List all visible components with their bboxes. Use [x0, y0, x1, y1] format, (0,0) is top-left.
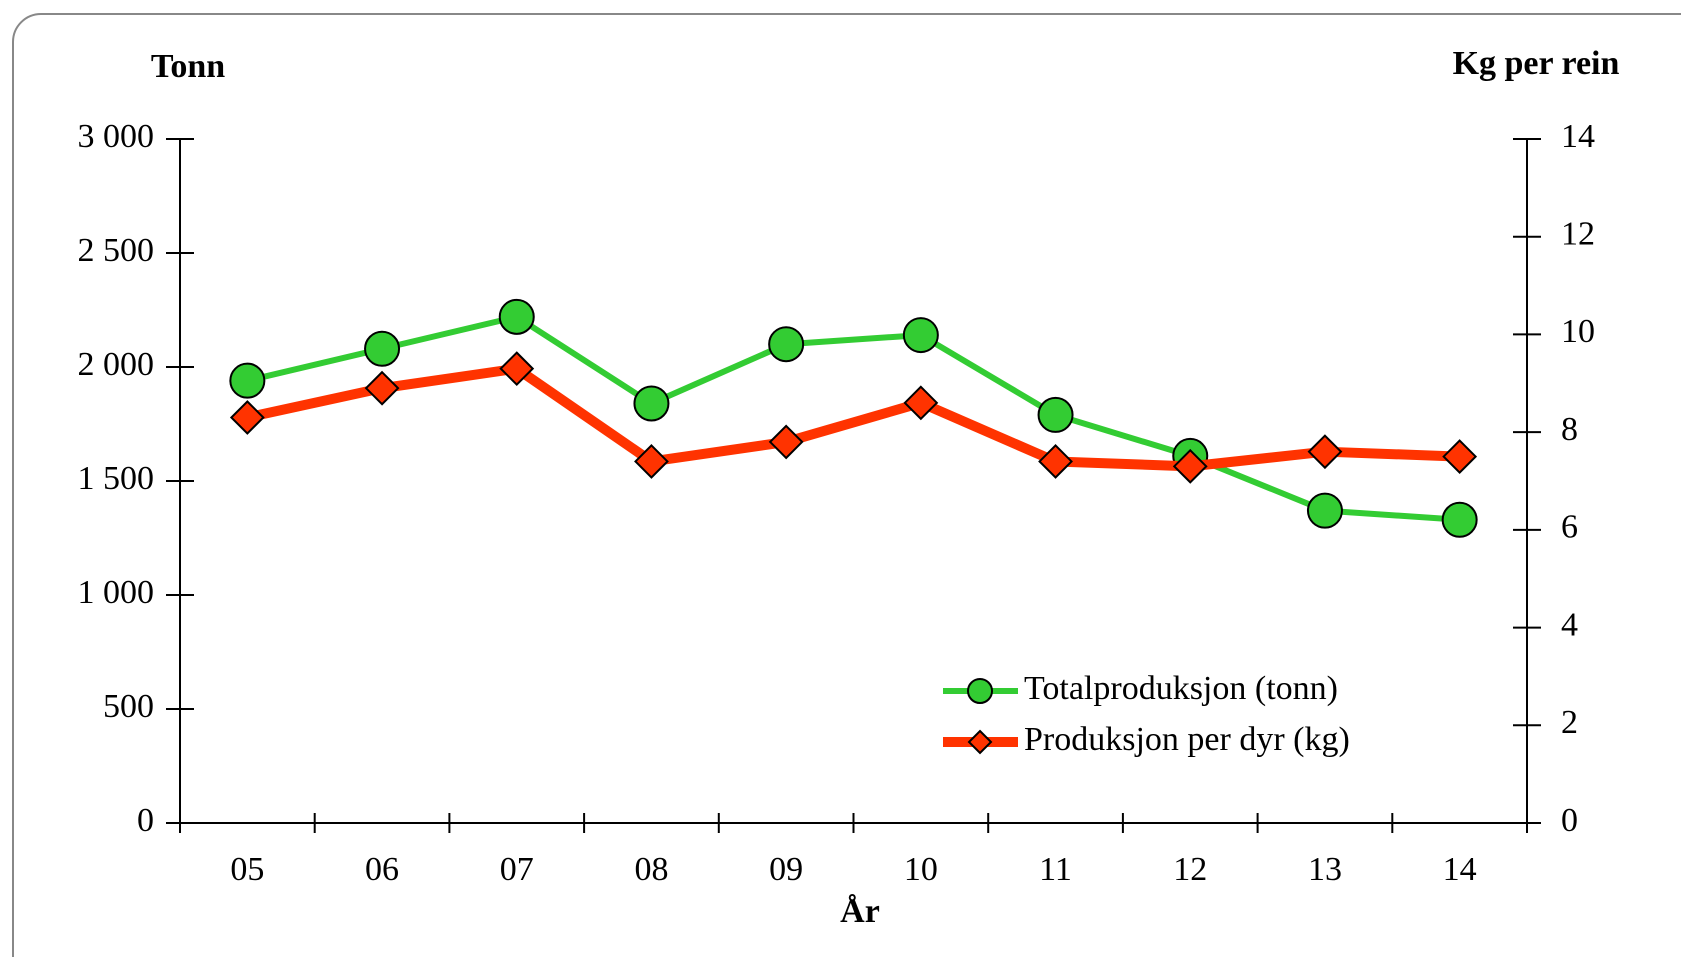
legend-marker: [967, 729, 993, 755]
marker: [1037, 396, 1074, 433]
y2-tick-label: 14: [1561, 118, 1595, 155]
x-tick-label: 10: [904, 851, 938, 888]
marker: [498, 298, 535, 335]
y2-tick-label: 4: [1561, 606, 1578, 643]
marker: [633, 385, 670, 422]
marker: [1442, 439, 1478, 474]
y-tick-label: 3 000: [78, 118, 155, 155]
y2-tick-label: 10: [1561, 313, 1595, 350]
marker: [364, 370, 400, 406]
x-tick-label: 14: [1443, 851, 1477, 888]
line: [246, 313, 1460, 523]
marker: [229, 362, 266, 399]
legend-label: Produksjon per dyr (kg): [1024, 721, 1350, 758]
y2-tick-label: 0: [1561, 802, 1578, 839]
marker: [1306, 492, 1343, 529]
x-tick-label: 07: [500, 851, 534, 888]
x-axis-title: År: [840, 893, 880, 930]
x-tick-label: 11: [1039, 851, 1072, 888]
y2-tick-label: 2: [1561, 704, 1578, 741]
legend-label: Totalproduksjon (tonn): [1024, 670, 1338, 707]
x-tick-label: 09: [769, 851, 803, 888]
x-tick-label: 12: [1173, 851, 1207, 888]
y-tick-label: 500: [103, 688, 154, 725]
y2-axis-title: Kg per rein: [1453, 45, 1620, 82]
marker: [903, 385, 939, 421]
y-tick-label: 1 500: [78, 460, 155, 497]
marker: [902, 317, 939, 354]
marker: [634, 444, 669, 479]
x-tick-label: 05: [230, 851, 264, 888]
y2-tick-label: 12: [1561, 216, 1595, 253]
y-axis-title: Tonn: [151, 48, 225, 85]
x-tick-label: 08: [634, 851, 668, 888]
y-tick-label: 2 000: [78, 346, 155, 383]
y-tick-label: 1 000: [78, 574, 155, 611]
marker: [1038, 444, 1073, 479]
marker: [1441, 501, 1478, 538]
y2-tick-label: 6: [1561, 509, 1578, 546]
marker: [768, 326, 805, 363]
x-tick-label: 06: [365, 851, 399, 888]
marker: [499, 351, 535, 387]
marker: [768, 424, 804, 460]
x-tick-label: 13: [1308, 851, 1342, 888]
legend-marker: [967, 678, 993, 704]
marker: [364, 330, 401, 367]
line: [246, 363, 1460, 472]
marker: [229, 400, 265, 435]
marker: [1172, 448, 1208, 484]
y-tick-label: 0: [137, 802, 154, 839]
marker: [1307, 434, 1343, 470]
y-tick-label: 2 500: [78, 232, 155, 269]
frame: [12, 13, 1681, 957]
y2-tick-label: 8: [1561, 411, 1578, 448]
